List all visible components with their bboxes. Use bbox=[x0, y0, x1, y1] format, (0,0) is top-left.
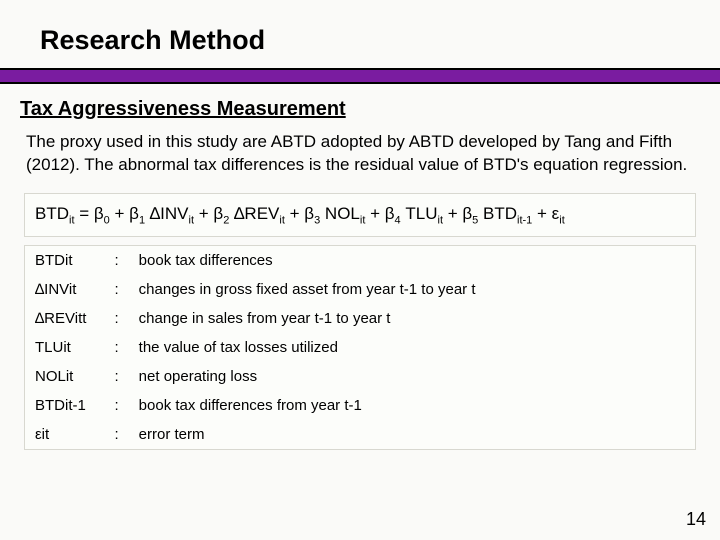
equation-box: BTDit = β0 + β1 ∆INVit + β2 ∆REVit + β3 … bbox=[24, 193, 696, 237]
definition-symbol: ∆INVit bbox=[25, 275, 105, 304]
definition-symbol: BTDit bbox=[25, 246, 105, 276]
definition-colon: : bbox=[105, 420, 129, 450]
title-accent-bar bbox=[0, 68, 720, 84]
definition-symbol: ∆REVitt bbox=[25, 304, 105, 333]
definition-row: TLUit:the value of tax losses utilized bbox=[25, 333, 696, 362]
definition-colon: : bbox=[105, 275, 129, 304]
definition-row: ∆INVit:changes in gross fixed asset from… bbox=[25, 275, 696, 304]
section-subtitle: Tax Aggressiveness Measurement bbox=[0, 84, 720, 123]
definition-description: book tax differences bbox=[129, 246, 696, 276]
definitions-table: BTDit:book tax differences∆INVit:changes… bbox=[24, 245, 696, 450]
slide: Research Method Tax Aggressiveness Measu… bbox=[0, 0, 720, 540]
definition-row: NOLit:net operating loss bbox=[25, 362, 696, 391]
definition-colon: : bbox=[105, 333, 129, 362]
definition-description: changes in gross fixed asset from year t… bbox=[129, 275, 696, 304]
definition-description: change in sales from year t-1 to year t bbox=[129, 304, 696, 333]
definition-symbol: NOLit bbox=[25, 362, 105, 391]
definition-description: the value of tax losses utilized bbox=[129, 333, 696, 362]
definition-row: BTDit-1:book tax differences from year t… bbox=[25, 391, 696, 420]
definition-symbol: εit bbox=[25, 420, 105, 450]
page-number: 14 bbox=[686, 509, 706, 530]
definition-description: book tax differences from year t-1 bbox=[129, 391, 696, 420]
slide-title: Research Method bbox=[0, 25, 720, 64]
definition-symbol: BTDit-1 bbox=[25, 391, 105, 420]
definition-colon: : bbox=[105, 246, 129, 276]
definition-description: error term bbox=[129, 420, 696, 450]
definition-row: ∆REVitt:change in sales from year t-1 to… bbox=[25, 304, 696, 333]
definition-colon: : bbox=[105, 391, 129, 420]
definition-colon: : bbox=[105, 362, 129, 391]
definition-row: εit:error term bbox=[25, 420, 696, 450]
definition-symbol: TLUit bbox=[25, 333, 105, 362]
definition-colon: : bbox=[105, 304, 129, 333]
body-paragraph: The proxy used in this study are ABTD ad… bbox=[0, 123, 720, 187]
definition-description: net operating loss bbox=[129, 362, 696, 391]
definition-row: BTDit:book tax differences bbox=[25, 246, 696, 276]
equation-text: BTDit = β0 + β1 ∆INVit + β2 ∆REVit + β3 … bbox=[35, 204, 565, 223]
